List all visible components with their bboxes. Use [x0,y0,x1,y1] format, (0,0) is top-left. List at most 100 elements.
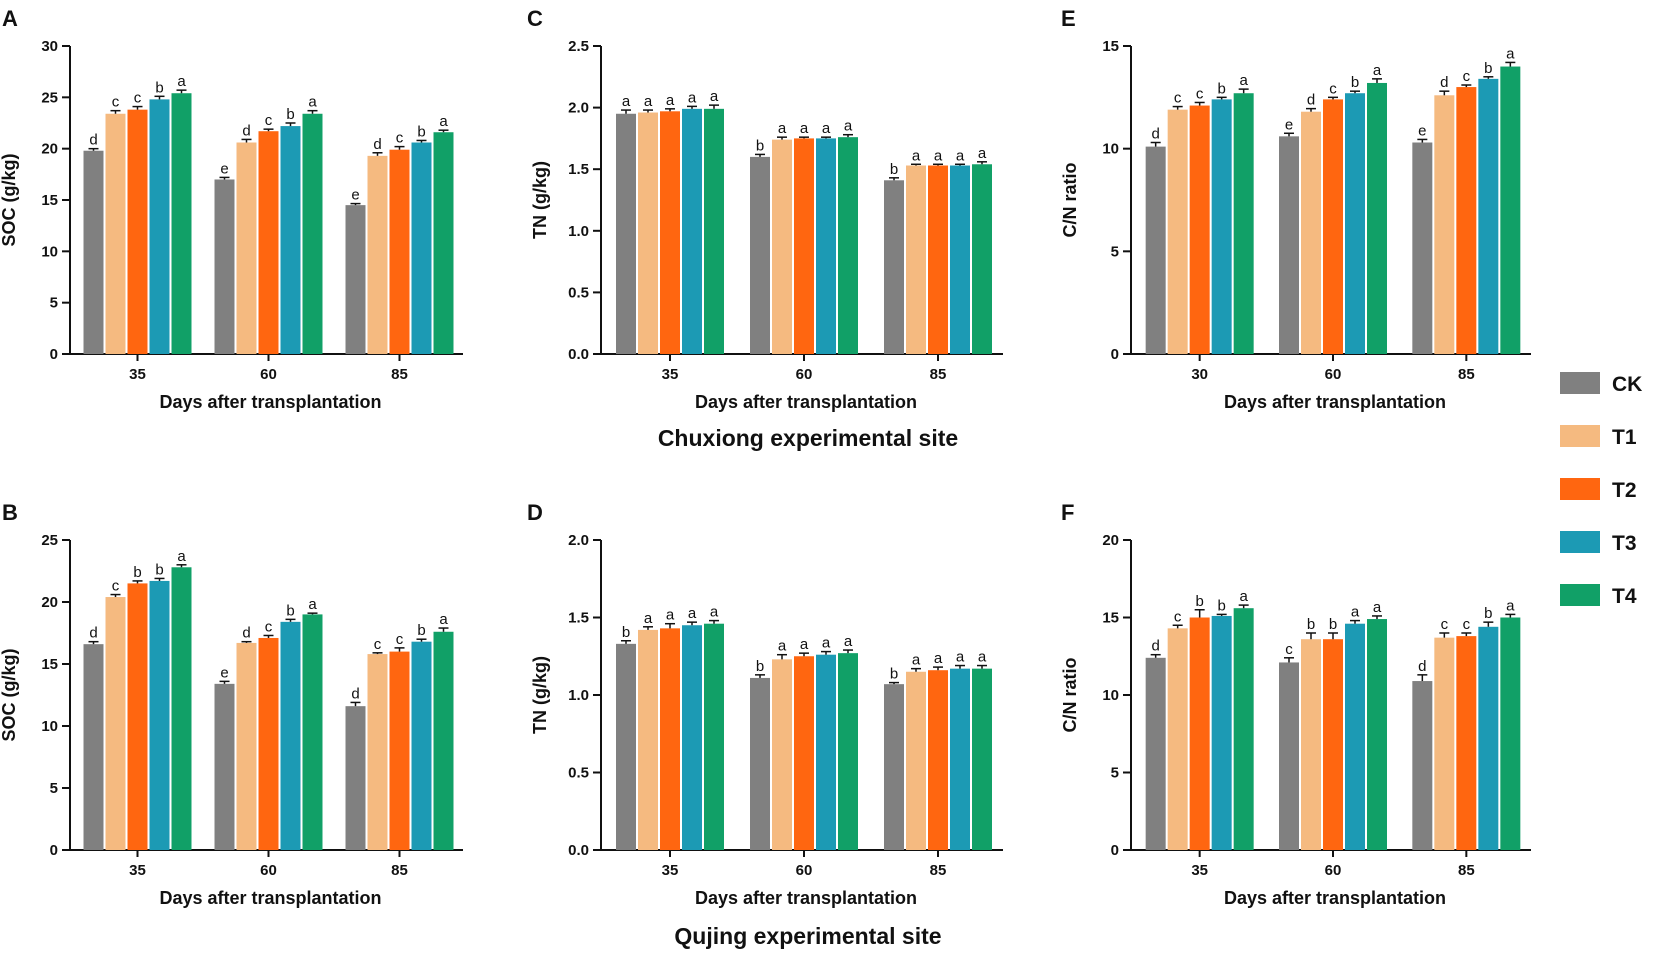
bar-t3 [1478,78,1499,354]
bar-t3 [1211,99,1232,355]
significance-letter: a [1373,62,1382,79]
significance-letter: a [177,548,186,565]
y-tick-label: 10 [41,718,58,735]
x-axis-title: Days after transplantation [695,888,917,908]
significance-letter: c [1174,90,1182,107]
bar-t4 [302,614,323,850]
bar-t3 [411,641,432,850]
bar-t4 [1367,619,1387,850]
significance-letter: a [177,73,186,90]
y-tick-label: 20 [41,594,58,611]
bar-t1 [236,142,257,354]
panel-letter: B [2,500,18,525]
y-tick-label: 15 [1102,610,1119,627]
bar-t1 [236,642,257,850]
significance-letter: a [308,94,317,111]
bar-t1 [906,165,926,354]
x-tick-label: 85 [391,366,408,383]
significance-letter: a [822,635,831,652]
bar-t1 [772,139,792,354]
x-tick-label: 60 [796,862,813,879]
y-tick-label: 0 [1111,842,1119,859]
y-tick-label: 1.0 [568,223,589,240]
y-tick-label: 5 [1111,243,1119,260]
panel-letter: C [527,6,543,31]
significance-letter: c [1463,68,1471,85]
x-tick-label: 85 [391,862,408,879]
bar-t3 [682,108,702,354]
bar-t4 [171,93,192,354]
y-tick-label: 15 [41,656,58,673]
significance-letter: e [1418,122,1426,139]
bar-t2 [258,637,279,850]
significance-letter: b [1217,80,1225,97]
site-title-chuxiong: Chuxiong experimental site [658,425,958,451]
bar-t4 [1500,66,1521,355]
bar-t2 [1189,617,1210,850]
y-tick-label: 10 [41,243,58,260]
bar-t1 [1167,109,1188,354]
bar-ck [214,179,235,354]
bar-t3 [816,138,836,354]
significance-letter: a [622,93,631,110]
legend-item-ck: CK [1560,372,1642,396]
significance-letter: a [308,596,317,613]
significance-letter: a [956,649,965,666]
significance-letter: d [89,625,97,642]
bar-t2 [127,109,148,354]
bar-t4 [1233,608,1254,850]
significance-letter: a [956,147,965,164]
bar-t1 [1167,628,1188,850]
y-tick-label: 10 [1102,141,1119,158]
bar-ck [1412,142,1433,354]
y-tick-label: 5 [50,780,58,797]
significance-letter: a [439,113,448,130]
x-tick-label: 85 [930,366,947,383]
y-tick-label: 25 [41,532,58,549]
significance-letter: a [644,610,653,627]
significance-letter: d [373,136,381,153]
bar-t4 [171,567,192,850]
y-tick-label: 25 [41,89,58,106]
significance-letter: b [155,561,163,578]
significance-letter: e [220,160,228,177]
bar-t2 [794,138,814,354]
significance-letter: d [1307,92,1315,109]
significance-letter: a [978,649,987,666]
bar-ck [616,113,636,354]
y-tick-label: 0.5 [568,765,589,782]
x-tick-label: 35 [662,862,679,879]
significance-letter: c [112,578,120,595]
x-tick-label: 85 [930,862,947,879]
significance-letter: a [978,145,987,162]
bar-ck [83,644,104,850]
bar-t4 [838,137,858,354]
bar-t4 [433,132,454,354]
y-tick-label: 0 [50,346,58,363]
bar-t2 [660,111,680,355]
y-tick-label: 30 [41,38,58,55]
significance-letter: c [1196,85,1204,102]
legend-swatch [1560,478,1600,500]
significance-letter: a [778,120,787,137]
bar-t2 [928,165,948,354]
bar-ck [750,677,770,850]
significance-letter: b [133,564,141,581]
significance-letter: a [912,147,921,164]
y-tick-label: 0.0 [568,842,589,859]
bar-t2 [389,651,410,850]
legend-swatch [1560,584,1600,606]
legend-item-t4: T4 [1560,584,1637,608]
bar-t4 [704,108,724,354]
bar-t1 [105,597,126,850]
significance-letter: a [912,652,921,669]
x-tick-label: 60 [796,366,813,383]
x-tick-label: 35 [129,862,146,879]
significance-letter: b [1351,74,1359,91]
significance-letter: e [351,187,359,204]
y-tick-label: 1.5 [568,610,589,627]
legend-label: T4 [1612,585,1637,608]
bar-t3 [1345,93,1365,354]
